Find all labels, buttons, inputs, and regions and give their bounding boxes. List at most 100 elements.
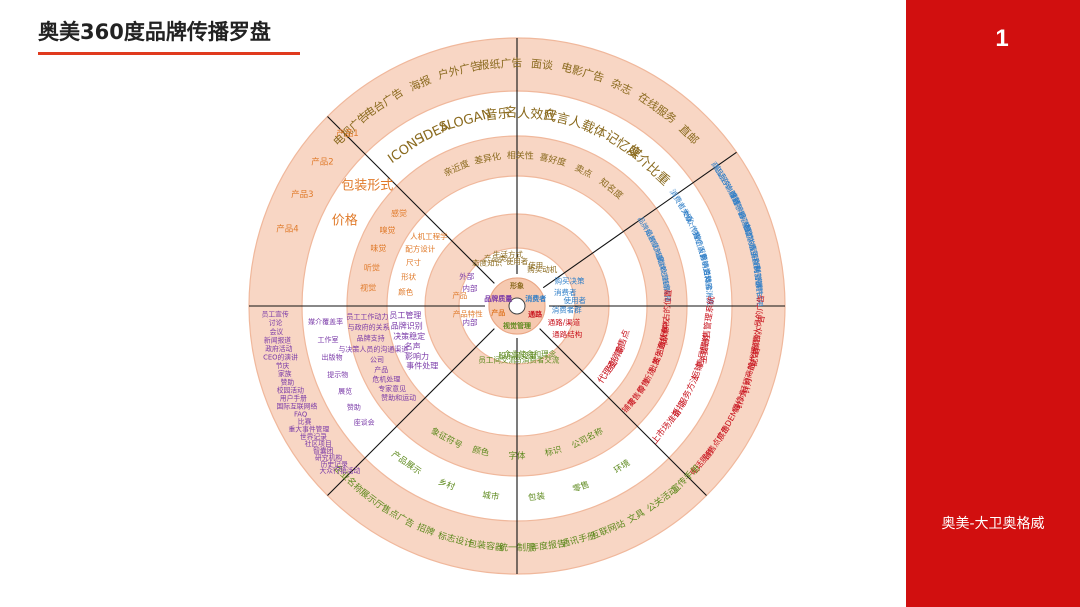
- center-ring-label: 购买决策: [555, 275, 585, 285]
- southwest-inner-label: 产品: [374, 365, 388, 374]
- hub-label: 通路: [528, 309, 543, 318]
- center-ring-label: 使用者: [564, 295, 587, 305]
- west-outer-label: 产品3: [291, 189, 313, 200]
- southwest-deep-label: 品牌识别: [391, 320, 423, 330]
- south-inner-label: 标识: [544, 444, 563, 459]
- west-deep-label: 颜色: [398, 287, 413, 297]
- southwest-outer-label: 用户手册: [280, 394, 307, 403]
- center-ring-label: 产品: [452, 290, 467, 300]
- hub-label: 消费者: [525, 294, 546, 303]
- center-ring-label: 产品类: [484, 253, 507, 263]
- southwest-deep-label: 员工管理: [389, 310, 421, 320]
- title-underline: [38, 52, 300, 55]
- northeast-mid-label: 资料库: [702, 267, 715, 291]
- center-ring-label: 与消费者交流: [514, 355, 559, 365]
- southwest-outer-label: 赞助: [281, 377, 295, 386]
- southwest-outer-label: 会议: [270, 327, 284, 336]
- west-outer-label: 产品2: [311, 157, 333, 168]
- southwest-mid-label: 出版物: [322, 353, 343, 362]
- southwest-mid-label: 媒介覆盖率: [308, 317, 343, 326]
- slide-title: 奥美360度品牌传播罗盘: [38, 20, 271, 44]
- sector-divider: [539, 328, 707, 496]
- west-inner-label: 感觉: [391, 208, 407, 218]
- southwest-inner-label: 赞助和运动: [381, 393, 416, 402]
- hub-label: 产品: [491, 308, 505, 317]
- northeast-inner-label: 营销传播: [660, 274, 672, 303]
- southwest-outer-label: 社区项目: [305, 439, 332, 448]
- southwest-mid-label: 提示物: [327, 370, 348, 379]
- southwest-deep-label: 事件处理: [406, 360, 438, 370]
- south-mid-label: 零售: [571, 479, 591, 495]
- center-ring-label: 内部: [463, 283, 478, 293]
- center-ring-label: 消费者: [554, 287, 577, 297]
- hub-label: 形象: [510, 281, 524, 290]
- compass-center-dot: [508, 297, 526, 315]
- center-ring-label: 购买动机: [527, 264, 557, 274]
- southwest-outer-label: 新闻报道: [264, 335, 291, 344]
- sector-divider: [327, 116, 495, 284]
- southwest-outer-label: 世界记录: [300, 432, 327, 441]
- southwest-inner-label: 专家意见: [378, 384, 406, 393]
- north-inner-label: 相关性: [507, 149, 534, 162]
- east-inner-label: 所有权: [658, 317, 672, 342]
- southwest-mid-label: 工作室: [318, 335, 339, 344]
- west-outer-label: 产品4: [276, 224, 298, 235]
- center-ring-label: 通路/渠道: [548, 317, 581, 327]
- page-number: 1: [995, 25, 1009, 52]
- center-ring-label: 员工间交流: [478, 355, 516, 365]
- southwest-mid-label: 赞助: [347, 402, 361, 411]
- north-mid-label: 音乐: [484, 105, 511, 124]
- center-ring-label: 消费者群: [552, 304, 582, 314]
- southwest-outer-label: FAQ: [294, 410, 307, 418]
- west-inner-label: 视觉: [360, 283, 376, 293]
- north-mid-label: 名人效应: [504, 104, 557, 124]
- center-ring-label: 产品特性: [453, 309, 483, 319]
- side-panel: 1 奥美-大卫奥格威: [906, 0, 1080, 607]
- center-ring-label: 使用者: [506, 256, 529, 266]
- southwest-outer-label: 讨论: [269, 318, 283, 327]
- southwest-inner-label: 危机处理: [372, 375, 400, 384]
- brand-compass-diagram: 形象消费者通路视觉管理产品品牌质量使用者产品类使用生活方式购买动机态度知识企业使…: [248, 37, 786, 575]
- southwest-inner-label: 品牌支持: [357, 334, 385, 343]
- southwest-outer-label: 员工宣传: [262, 310, 289, 319]
- southwest-outer-label: CEO的演讲: [263, 352, 298, 361]
- southwest-deep-label: 影响力: [405, 351, 429, 361]
- west-outer-label: 产品1: [336, 128, 358, 139]
- south-mid-label: 城市: [482, 490, 501, 503]
- west-inner-label: 听觉: [364, 262, 380, 272]
- south-inner-label: 颜色: [471, 444, 491, 459]
- southwest-outer-label: 重大事件管理: [289, 425, 330, 434]
- northeast-outer-label: 免费试用: [754, 277, 766, 308]
- west-inner-label: 味觉: [370, 243, 386, 253]
- southwest-outer-label: 校园活动: [277, 386, 304, 395]
- hub-label: 品牌质量: [484, 294, 512, 303]
- northeast-outer-label: 特别事件: [752, 265, 765, 296]
- center-ring-label: 生活方式: [493, 249, 523, 259]
- west-inner-label: 嗅觉: [380, 225, 396, 235]
- center-ring-label: 企业使命和理念: [504, 348, 557, 358]
- southwest-mid-label: 展览: [338, 387, 352, 396]
- sector-divider: [327, 328, 495, 496]
- north-outer-label: 面谈: [530, 57, 553, 72]
- southwest-mid-label: 座谈会: [354, 417, 375, 426]
- southwest-inner-label: 公司: [370, 356, 384, 364]
- southwest-outer-label: 智囊团: [313, 446, 334, 455]
- south-outer-label: 统一制服: [499, 542, 535, 554]
- west-deep-label: 尺寸: [406, 257, 421, 267]
- southwest-outer-label: 政府活动: [265, 344, 292, 353]
- center-ring-label: 股东间交流: [498, 350, 536, 360]
- south-mid-label: 包装: [527, 491, 546, 504]
- southwest-outer-label: 家族: [278, 369, 292, 378]
- west-deep-label: 形状: [401, 272, 416, 282]
- southwest-outer-label: 历史记录: [321, 460, 348, 469]
- center-ring-label: 态度知识: [472, 257, 502, 267]
- west-deep-label: 配方设计: [405, 244, 435, 254]
- southwest-outer-label: 国际互联网络: [277, 402, 318, 411]
- center-ring-label: 通路结构: [552, 329, 582, 339]
- southwest-inner-label: 员工工作动力: [346, 312, 388, 321]
- east-inner-label: 商场中占的位置: [659, 289, 673, 346]
- southwest-outer-label: 研究机构: [315, 453, 342, 462]
- west-mid-label: 价格: [332, 213, 358, 229]
- northeast-mid-label: 体验消费: [703, 275, 715, 306]
- footer-brand: 奥美-大卫奥格威: [941, 516, 1045, 532]
